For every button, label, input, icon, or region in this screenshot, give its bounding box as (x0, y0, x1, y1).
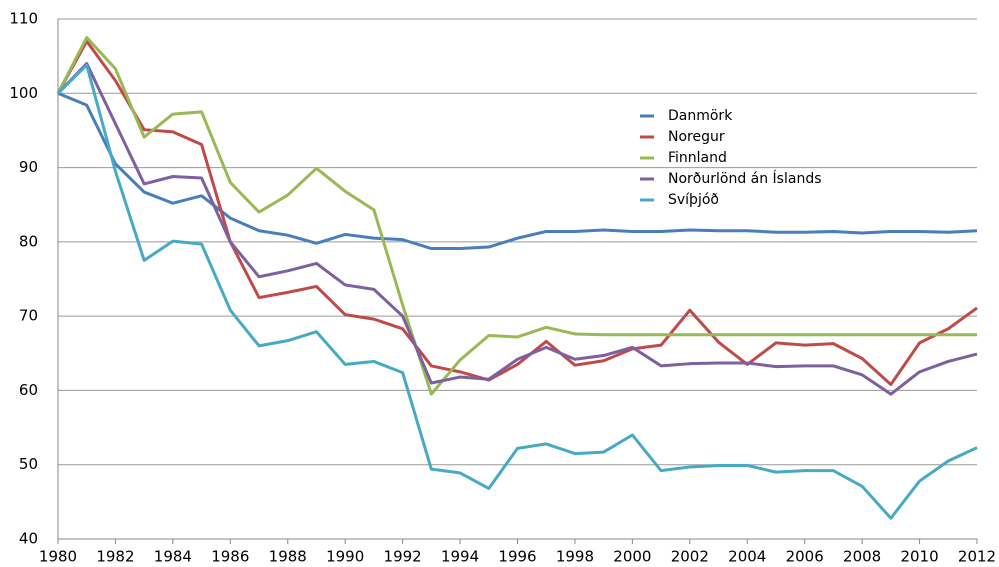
series-line (56, 63, 978, 520)
legend-label: Svíþjóð (668, 192, 719, 208)
legend-label: Danmörk (668, 108, 733, 124)
legend-label: Norðurlönd án Íslands (668, 170, 822, 187)
x-tick-label: 2000 (613, 548, 651, 566)
x-tick-label: 1986 (211, 548, 249, 566)
x-tick-label: 1996 (498, 548, 536, 566)
y-tick-label: 80 (19, 232, 38, 250)
x-tick-label: 1980 (39, 548, 77, 566)
x-tick-label: 2010 (900, 548, 938, 566)
x-tick-label: 2012 (958, 548, 996, 566)
y-tick-label: 90 (19, 158, 38, 176)
x-tick-label: 2006 (786, 548, 824, 566)
x-tick-label: 1988 (269, 548, 307, 566)
y-tick-label: 40 (19, 530, 38, 548)
series-line (57, 91, 978, 251)
x-tick-label: 1998 (556, 548, 594, 566)
y-tick-label: 100 (9, 84, 38, 102)
x-tick-label: 2008 (843, 548, 881, 566)
x-tick-label: 1984 (154, 548, 192, 566)
series-line (56, 62, 978, 396)
series-line (56, 36, 977, 396)
x-tick-label: 1982 (96, 548, 134, 566)
y-tick-label: 50 (19, 455, 38, 473)
x-tick-label: 1990 (326, 548, 364, 566)
y-tick-label: 110 (9, 10, 38, 28)
legend-label: Finnland (668, 150, 727, 166)
x-tick-label: 2002 (671, 548, 709, 566)
legend-label: Noregur (668, 129, 725, 145)
series-line (56, 39, 978, 386)
legend: Danmörk Noregur Finnland Norðurlönd án Ísla… (640, 108, 822, 208)
x-tick-label: 1992 (384, 548, 422, 566)
y-tick-label: 70 (19, 307, 38, 325)
x-tick-label: 2004 (728, 548, 766, 566)
x-tick-label: 1994 (441, 548, 479, 566)
y-tick-label: 60 (19, 381, 38, 399)
